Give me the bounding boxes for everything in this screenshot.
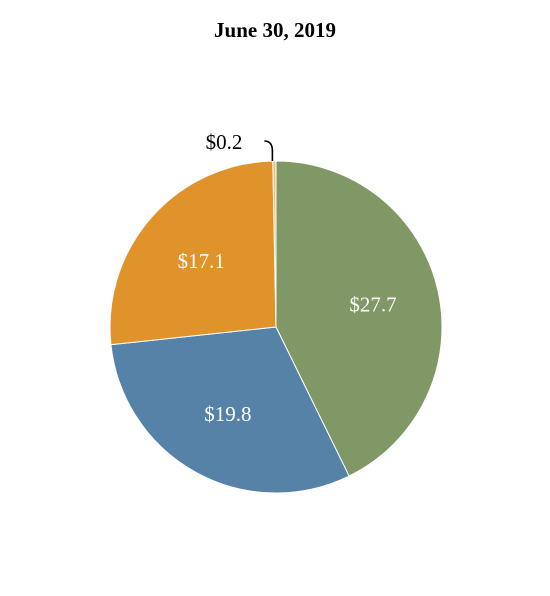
slice-label-1: $19.8: [204, 402, 251, 426]
slice-label-3: $0.2: [206, 130, 243, 154]
slice-label-2: $17.1: [178, 249, 225, 273]
slice-label-0: $27.7: [349, 293, 396, 317]
pie-slice-0: [275, 160, 443, 477]
leader-line-3: [264, 140, 274, 162]
pie-slice-3: [272, 160, 277, 328]
pie-slice-1: [110, 326, 350, 494]
pie-slice-2: [109, 160, 277, 346]
chart-title: June 30, 2019: [214, 18, 336, 42]
